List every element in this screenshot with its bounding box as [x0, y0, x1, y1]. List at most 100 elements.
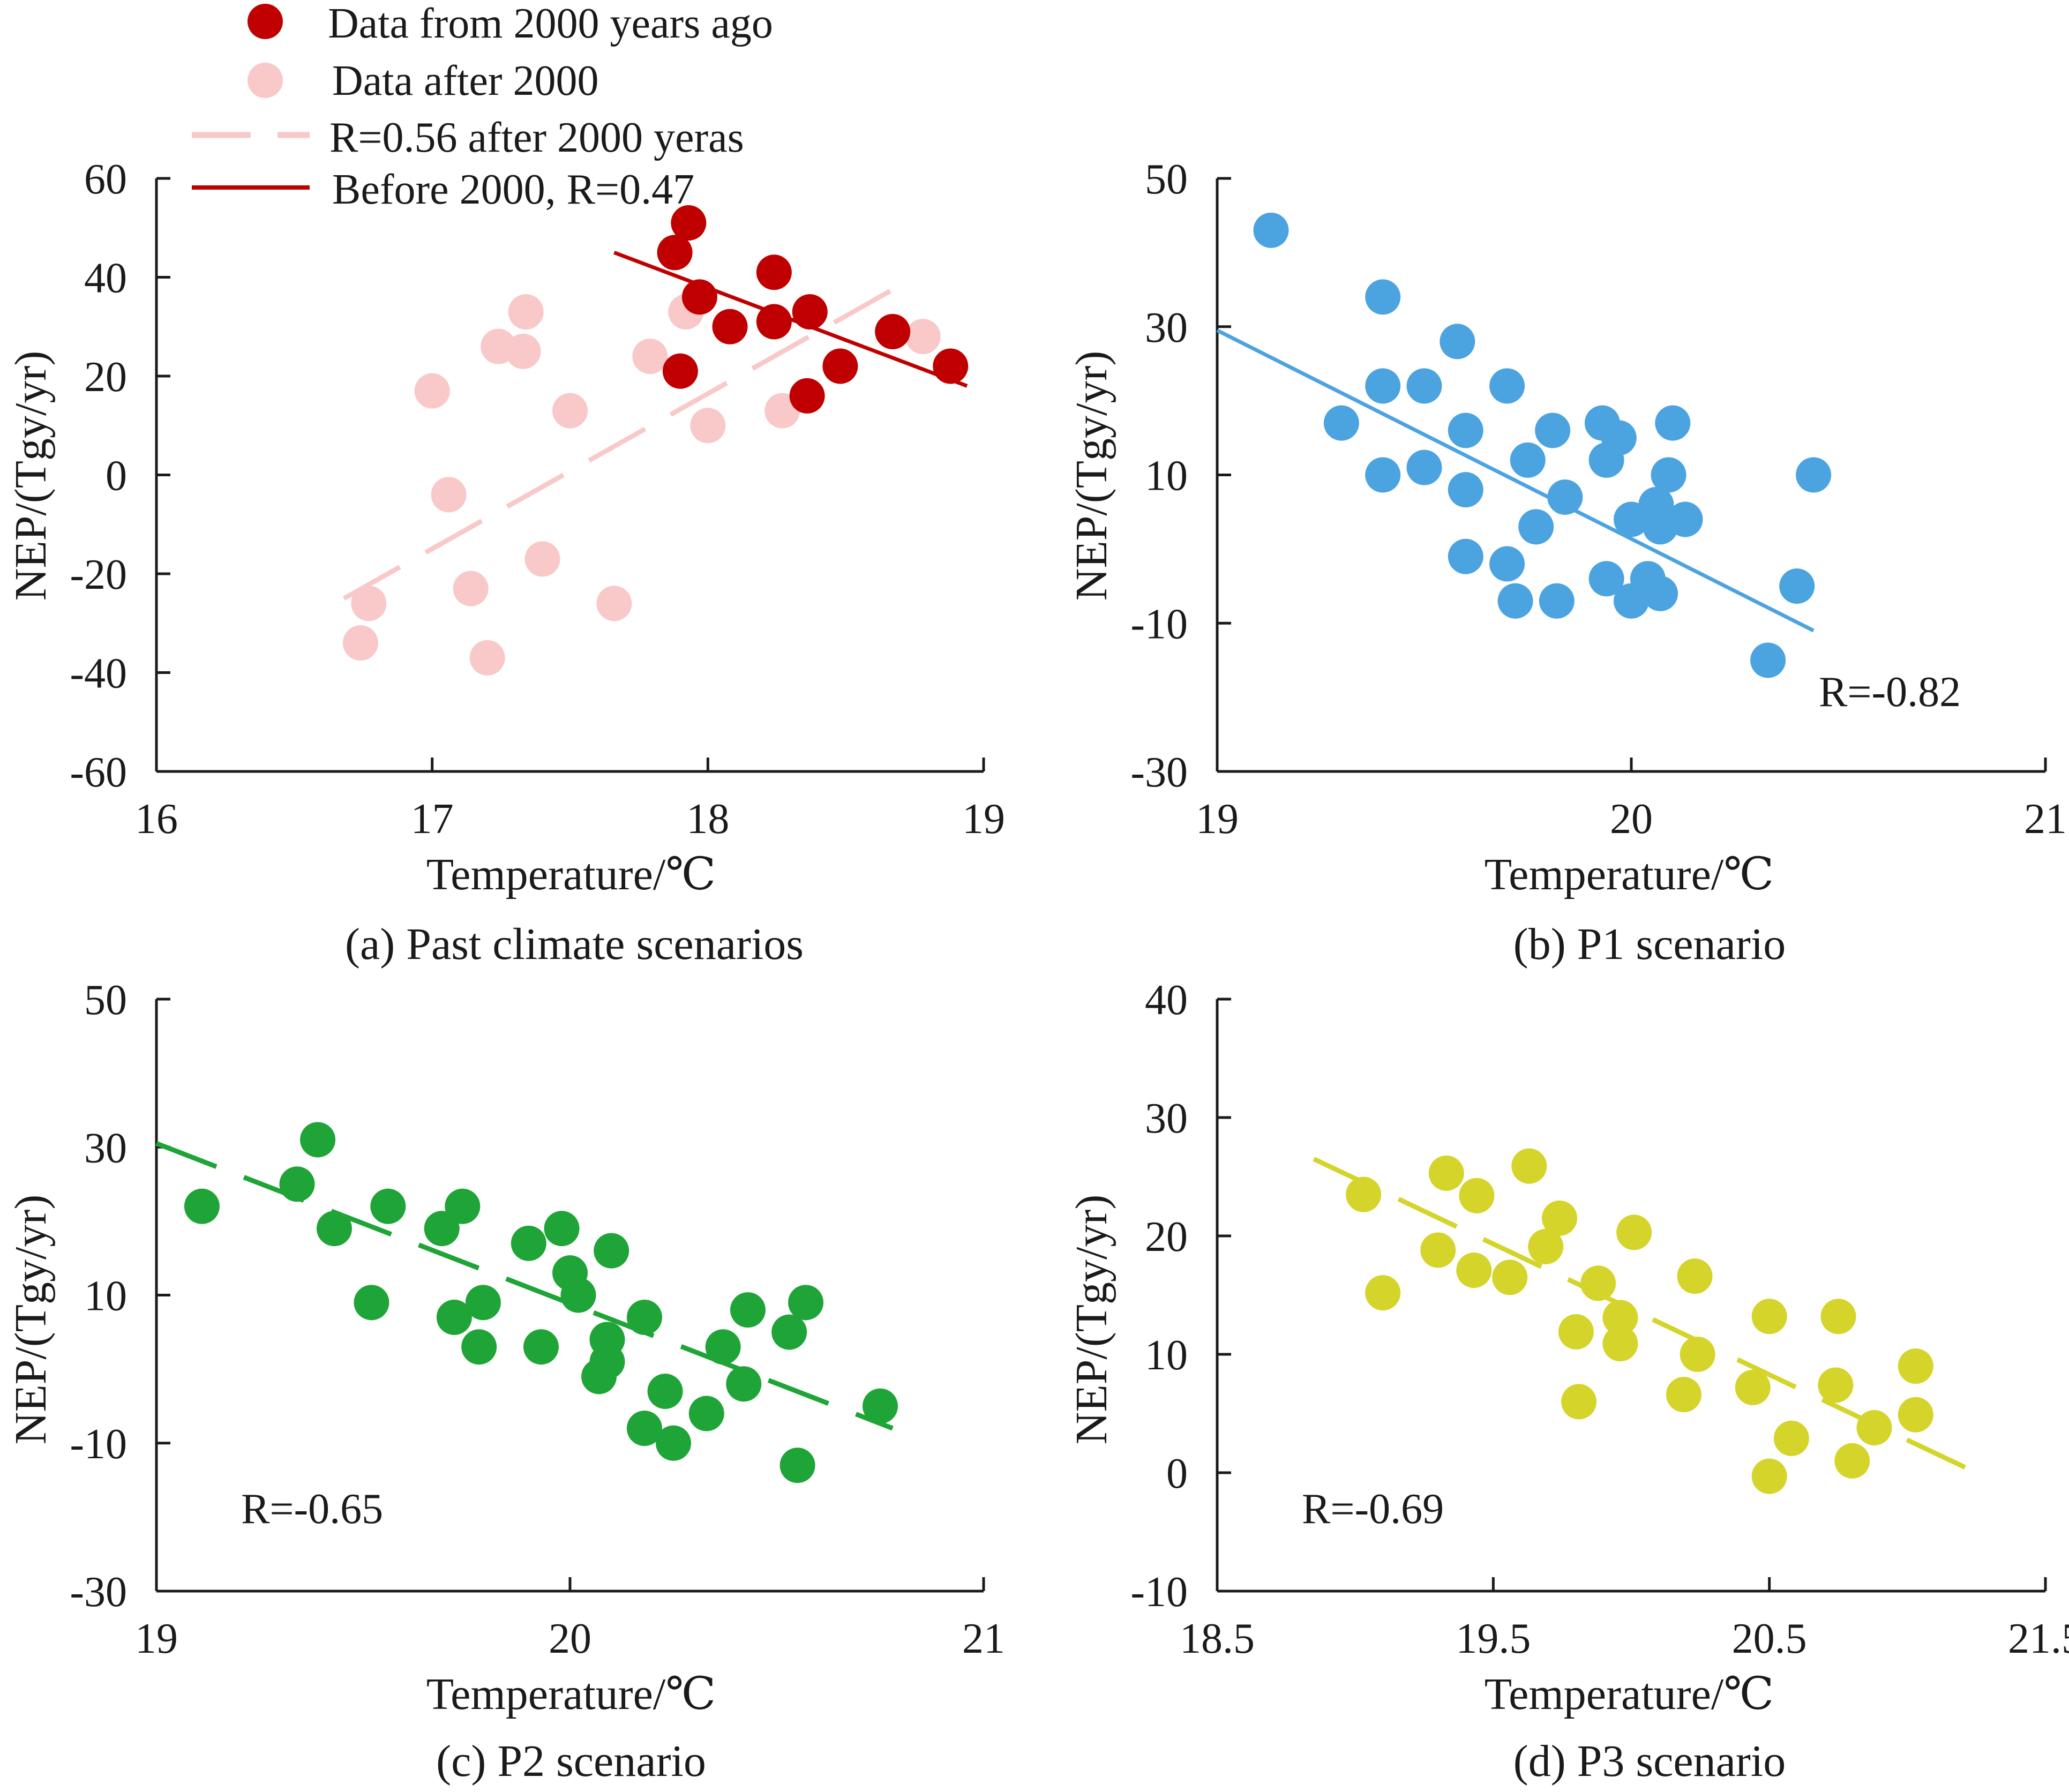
data-point-a — [875, 313, 911, 349]
panel-b: -30 -10 10 30 50 19 20 21 R=-0.82 Temperature/℃… — [1067, 156, 2067, 969]
data-point-a — [414, 373, 450, 409]
data-point-d — [1677, 1258, 1713, 1294]
data-point-d — [1459, 1178, 1495, 1213]
y-tick-label-c: 10 — [84, 1273, 127, 1320]
data-point-d — [1602, 1300, 1638, 1336]
data-point-c — [279, 1166, 315, 1202]
data-point-b — [1539, 583, 1575, 619]
x-axis-label-c: Temperature/℃ — [426, 1669, 716, 1719]
data-point-c — [594, 1233, 629, 1269]
x-axis-label-a: Temperature/℃ — [426, 850, 716, 899]
data-point-c — [771, 1314, 807, 1350]
data-point-d — [1751, 1299, 1787, 1334]
x-axis-label-d: Temperature/℃ — [1485, 1669, 1774, 1719]
y-tick-label-d: 10 — [1145, 1332, 1188, 1379]
data-point-d — [1365, 1275, 1401, 1311]
data-point-d — [1680, 1337, 1715, 1372]
data-point-b — [1497, 583, 1533, 619]
data-point-a — [792, 294, 828, 330]
data-point-a — [657, 235, 693, 271]
points-d — [1346, 1148, 1933, 1494]
data-point-c — [730, 1292, 766, 1328]
y-axis-label-d: NEP/(Tgy/yr) — [1067, 1195, 1116, 1445]
y-tick-label-b: -10 — [1130, 601, 1188, 648]
axes-c: -30 -10 10 30 50 19 20 21 — [70, 977, 1005, 1662]
data-point-c — [647, 1374, 683, 1409]
fits-a — [342, 251, 968, 601]
fits-b — [1216, 328, 1815, 633]
y-tick-label-d: 30 — [1145, 1095, 1188, 1142]
data-point-b — [1750, 642, 1786, 678]
data-point-c — [788, 1285, 824, 1321]
data-point-a — [524, 541, 560, 577]
fit-line-c — [155, 1141, 894, 1431]
legend-marker-before-2000 — [248, 4, 283, 39]
data-point-a — [351, 586, 387, 621]
x-tick-label-c: 19 — [135, 1615, 178, 1662]
data-point-d — [1751, 1458, 1787, 1494]
data-point-b — [1643, 575, 1678, 611]
data-point-b — [1510, 442, 1546, 478]
data-point-b — [1253, 212, 1289, 248]
data-point-a — [596, 586, 632, 621]
data-point-c — [688, 1396, 724, 1431]
r-value-d: R=-0.69 — [1302, 1486, 1444, 1533]
data-point-b — [1535, 413, 1571, 448]
data-point-a — [822, 348, 858, 384]
fits-c — [155, 1141, 894, 1431]
data-point-d — [1898, 1348, 1933, 1384]
y-axis-label-b: NEP/(Tgy/yr) — [1067, 351, 1116, 601]
data-point-d — [1898, 1397, 1933, 1433]
data-point-b — [1440, 324, 1475, 359]
data-point-d — [1346, 1176, 1382, 1212]
y-tick-label-d: -10 — [1130, 1569, 1188, 1616]
y-axis-label-a: NEP/(Tgy/yr) — [6, 351, 56, 601]
data-point-d — [1602, 1326, 1638, 1362]
data-point-c — [436, 1299, 472, 1335]
y-tick-label-a: 60 — [84, 156, 127, 203]
data-point-d — [1616, 1214, 1652, 1250]
y-tick-label-d: 20 — [1145, 1213, 1188, 1261]
points-c — [184, 1122, 898, 1483]
data-point-a — [632, 339, 668, 374]
data-point-a — [933, 348, 969, 384]
data-point-d — [1773, 1420, 1809, 1456]
data-point-c — [461, 1329, 497, 1365]
data-point-a — [508, 294, 544, 330]
data-point-d — [1834, 1443, 1870, 1479]
y-tick-label-c: 50 — [84, 977, 127, 1024]
caption-a: (a) Past climate scenarios — [345, 919, 804, 969]
r-value-b: R=-0.82 — [1819, 669, 1961, 716]
data-point-d — [1528, 1228, 1564, 1264]
data-point-c — [354, 1285, 389, 1321]
data-point-d — [1820, 1299, 1856, 1334]
legend: Data from 2000 years ago Data after 2000… — [192, 0, 773, 213]
data-point-a — [690, 408, 726, 444]
data-point-b — [1365, 457, 1401, 493]
x-tick-label-b: 20 — [1610, 796, 1653, 843]
x-tick-label-b: 21 — [2024, 796, 2067, 843]
data-point-c — [726, 1366, 762, 1402]
data-point-d — [1666, 1377, 1701, 1413]
y-tick-label-b: -30 — [1130, 749, 1188, 796]
data-point-d — [1492, 1259, 1528, 1295]
x-tick-label-c: 21 — [962, 1615, 1005, 1662]
y-tick-label-c: 30 — [84, 1124, 127, 1172]
x-tick-label-a: 17 — [411, 796, 454, 843]
data-point-b — [1406, 449, 1442, 485]
y-axis-label-c: NEP/(Tgy/yr) — [6, 1195, 56, 1445]
y-tick-label-a: 20 — [84, 354, 127, 401]
data-point-a — [342, 625, 378, 661]
data-point-b — [1489, 368, 1525, 404]
y-tick-label-b: 50 — [1145, 156, 1188, 203]
data-point-b — [1323, 405, 1359, 441]
panel-c: -30 -10 10 30 50 19 20 21 R=-0.65 Temperature/℃… — [6, 977, 1005, 1786]
x-tick-label-d: 20.5 — [1732, 1615, 1807, 1662]
data-point-b — [1518, 509, 1554, 545]
data-point-a — [905, 319, 941, 355]
caption-c: (c) P2 scenario — [436, 1736, 706, 1786]
x-tick-label-d: 18.5 — [1180, 1615, 1255, 1662]
data-point-c — [589, 1322, 625, 1358]
x-tick-label-a: 16 — [135, 796, 178, 843]
points-b — [1253, 212, 1832, 678]
